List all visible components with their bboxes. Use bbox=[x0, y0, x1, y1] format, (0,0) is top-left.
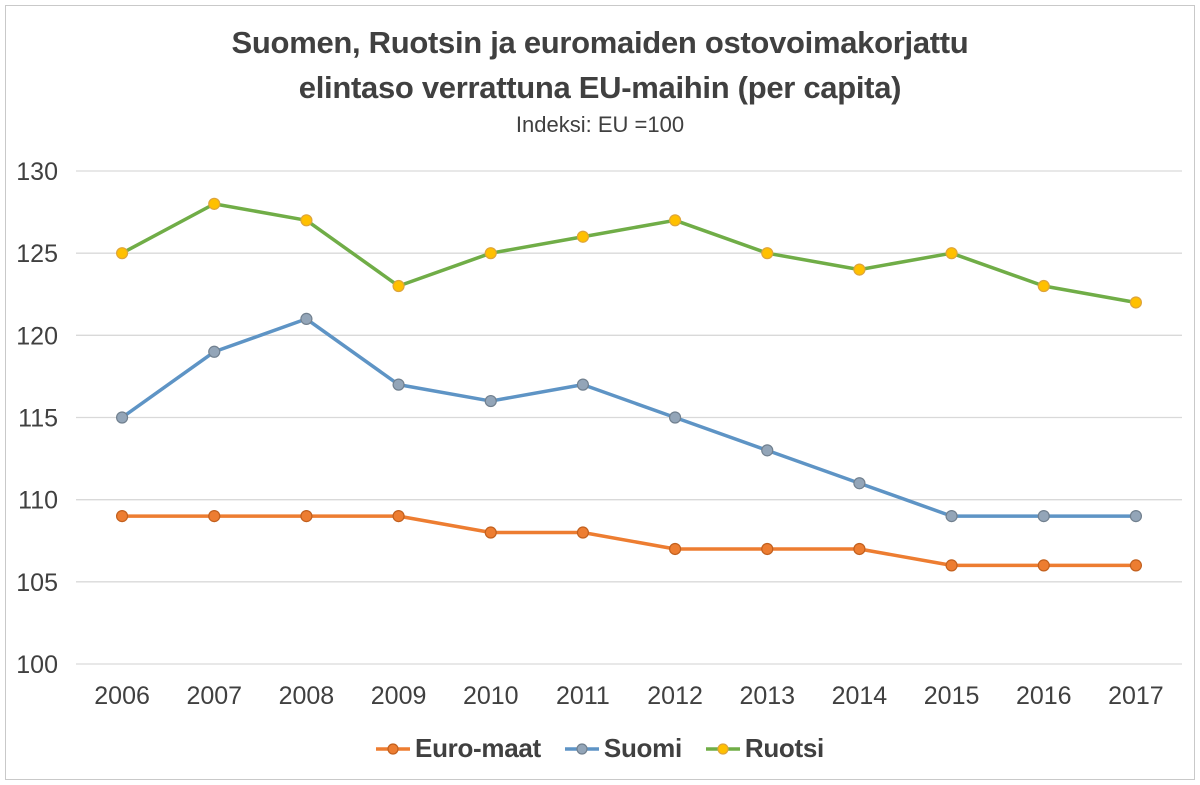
svg-text:2007: 2007 bbox=[186, 682, 242, 710]
chart-subtitle: Indeksi: EU =100 bbox=[515, 112, 685, 137]
svg-text:2008: 2008 bbox=[279, 682, 335, 710]
svg-text:110: 110 bbox=[18, 487, 58, 515]
legend-line-dot-icon bbox=[376, 742, 411, 755]
svg-text:2017: 2017 bbox=[1108, 682, 1164, 710]
chart-title-line1: Suomen, Ruotsin ja euromaiden ostovoimak… bbox=[231, 25, 969, 60]
svg-text:2016: 2016 bbox=[1016, 682, 1072, 710]
svg-text:130: 130 bbox=[16, 158, 58, 186]
legend: Euro-maat Suomi Ruotsi bbox=[0, 733, 1200, 764]
svg-text:125: 125 bbox=[16, 240, 58, 268]
svg-text:2013: 2013 bbox=[739, 682, 795, 710]
chart-title: Suomen, Ruotsin ja euromaiden ostovoimak… bbox=[0, 20, 1200, 110]
svg-text:120: 120 bbox=[16, 322, 58, 350]
svg-text:2006: 2006 bbox=[94, 682, 150, 710]
legend-item-ruotsi: Ruotsi bbox=[705, 733, 824, 764]
svg-text:2015: 2015 bbox=[924, 682, 980, 710]
svg-text:2012: 2012 bbox=[647, 682, 703, 710]
svg-text:2011: 2011 bbox=[556, 682, 610, 710]
svg-text:2010: 2010 bbox=[463, 682, 519, 710]
legend-line-dot-icon bbox=[564, 742, 599, 755]
chart-title-line2: elintaso verrattuna EU-maihin (per capit… bbox=[298, 70, 902, 105]
legend-line-dot-icon bbox=[705, 742, 740, 755]
svg-text:100: 100 bbox=[16, 651, 58, 679]
legend-item-euro-maat: Euro-maat bbox=[376, 733, 541, 764]
legend-item-suomi: Suomi bbox=[564, 733, 682, 764]
legend-label-ruotsi: Ruotsi bbox=[744, 733, 824, 763]
legend-label-euro-maat: Euro-maat bbox=[415, 733, 541, 763]
svg-text:115: 115 bbox=[18, 405, 58, 433]
legend-label-suomi: Suomi bbox=[603, 733, 682, 763]
svg-text:2009: 2009 bbox=[371, 682, 427, 710]
svg-text:105: 105 bbox=[16, 569, 58, 597]
svg-text:2014: 2014 bbox=[832, 682, 888, 710]
